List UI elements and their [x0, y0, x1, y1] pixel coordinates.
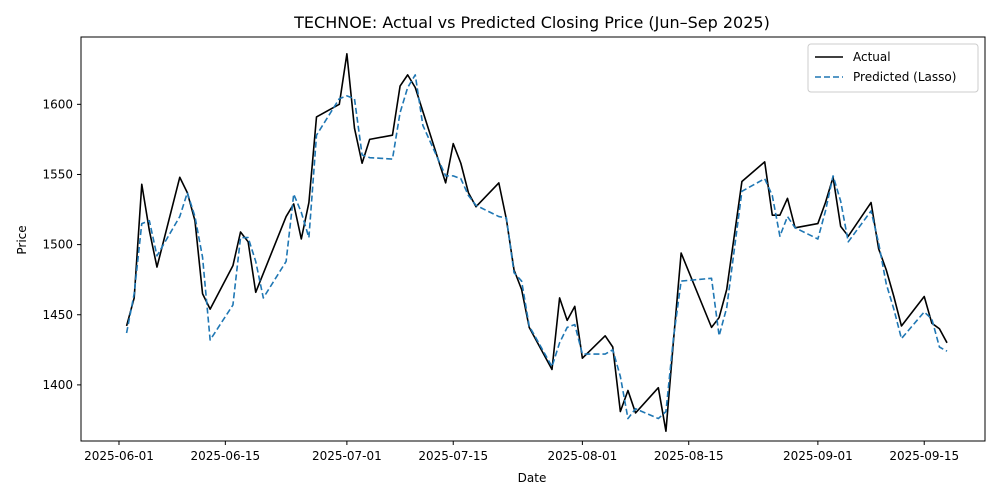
x-tick-label: 2025-08-01 [548, 449, 618, 463]
series-line-actual [125, 53, 948, 432]
y-tick-label: 1550 [42, 167, 73, 181]
x-tick-label: 2025-07-15 [418, 449, 488, 463]
y-tick-label: 1600 [42, 97, 73, 111]
x-tick-label: 2025-09-15 [889, 449, 959, 463]
x-tick-label: 2025-08-15 [654, 449, 724, 463]
x-tick-label: 2025-06-15 [190, 449, 260, 463]
y-tick-label: 1450 [42, 308, 73, 322]
x-axis-label: Date [518, 471, 547, 485]
y-axis-label: Price [15, 225, 29, 254]
x-axis: 2025-06-01 2025-06-15 2025-07-01 2025-07-15… [84, 441, 959, 463]
series-line-predicted [125, 74, 948, 420]
legend-predicted-label: Predicted (Lasso) [853, 70, 956, 84]
legend-box [807, 43, 979, 93]
x-tick-label: 2025-09-01 [783, 449, 853, 463]
plot-frame [80, 36, 986, 442]
y-tick-label: 1400 [42, 378, 73, 392]
legend-actual-label: Actual [853, 50, 891, 64]
x-tick-label: 2025-07-01 [312, 449, 382, 463]
y-tick-label: 1500 [42, 238, 73, 252]
series-layer [125, 53, 948, 432]
y-axis: 1400 1450 1500 1550 1600 [42, 97, 81, 392]
legend: Actual Predicted (Lasso) [807, 43, 979, 93]
plot-area: 2025-06-01 2025-06-15 2025-07-01 2025-07-15… [42, 36, 986, 463]
chart-title: TECHNOE: Actual vs Predicted Closing Pri… [293, 13, 770, 32]
x-tick-label: 2025-06-01 [84, 449, 154, 463]
